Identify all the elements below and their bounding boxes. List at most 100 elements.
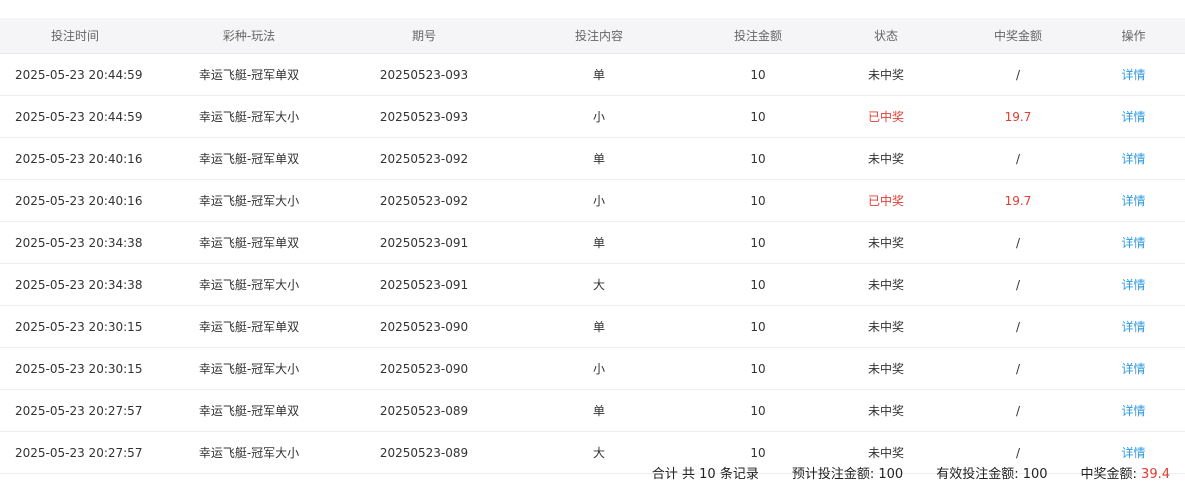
status: 未中奖 — [818, 389, 954, 432]
table-row: 2025-05-23 20:34:38 幸运飞艇-冠军大小 20250523-091… — [0, 263, 1185, 306]
bet-time: 2025-05-23 20:34:38 — [0, 263, 150, 306]
status: 未中奖 — [818, 263, 954, 306]
issue-number: 20250523-091 — [348, 221, 500, 264]
summary-bar: 合计 共 10 条记录 预计投注金额: 100 有效投注金额: 100 中奖金额… — [652, 463, 1170, 482]
game-play: 幸运飞艇-冠军单双 — [150, 53, 348, 96]
issue-number: 20250523-090 — [348, 305, 500, 348]
details-link[interactable]: 详情 — [1082, 263, 1185, 306]
bet-content: 单 — [500, 53, 698, 96]
bet-content: 小 — [500, 95, 698, 138]
game-play: 幸运飞艇-冠军大小 — [150, 263, 348, 306]
bet-amount: 10 — [698, 347, 818, 390]
header-game: 彩种-玩法 — [150, 18, 348, 54]
bet-content: 大 — [500, 263, 698, 306]
prize-amount: / — [954, 389, 1082, 432]
table-row: 2025-05-23 20:44:59 幸运飞艇-冠军单双 20250523-093… — [0, 53, 1185, 96]
game-play: 幸运飞艇-冠军大小 — [150, 95, 348, 138]
details-link[interactable]: 详情 — [1082, 95, 1185, 138]
prize-amount: / — [954, 263, 1082, 306]
prize-amount: / — [954, 347, 1082, 390]
bet-time: 2025-05-23 20:27:57 — [0, 389, 150, 432]
details-link[interactable]: 详情 — [1082, 53, 1185, 96]
status: 未中奖 — [818, 305, 954, 348]
bet-time: 2025-05-23 20:27:57 — [0, 431, 150, 474]
table-row: 2025-05-23 20:40:16 幸运飞艇-冠军大小 20250523-092… — [0, 179, 1185, 222]
issue-number: 20250523-091 — [348, 263, 500, 306]
prize-amount: / — [954, 137, 1082, 180]
table-row: 2025-05-23 20:30:15 幸运飞艇-冠军单双 20250523-090… — [0, 305, 1185, 348]
expected-amount: 预计投注金额: 100 — [792, 463, 903, 482]
game-play: 幸运飞艇-冠军大小 — [150, 347, 348, 390]
valid-amount-value: 100 — [1022, 467, 1048, 482]
table-row: 2025-05-23 20:34:38 幸运飞艇-冠军单双 20250523-091… — [0, 221, 1185, 264]
bet-content: 单 — [500, 389, 698, 432]
status: 已中奖 — [818, 95, 954, 138]
bet-content: 大 — [500, 431, 698, 474]
prize-amount: / — [954, 53, 1082, 96]
bet-amount: 10 — [698, 431, 818, 474]
table-row: 2025-05-23 20:44:59 幸运飞艇-冠军大小 20250523-093… — [0, 95, 1185, 138]
expected-amount-label: 预计投注金额: — [791, 467, 879, 482]
status: 未中奖 — [818, 347, 954, 390]
valid-amount: 有效投注金额: 100 — [936, 463, 1047, 482]
bet-content: 单 — [500, 305, 698, 348]
bet-amount: 10 — [698, 53, 818, 96]
bet-time: 2025-05-23 20:40:16 — [0, 137, 150, 180]
prize-amount-label: 中奖金额: — [1080, 467, 1142, 482]
header-content: 投注内容 — [500, 18, 698, 54]
game-play: 幸运飞艇-冠军大小 — [150, 179, 348, 222]
details-link[interactable]: 详情 — [1082, 347, 1185, 390]
details-link[interactable]: 详情 — [1082, 179, 1185, 222]
details-link[interactable]: 详情 — [1082, 305, 1185, 348]
prize-amount: 中奖金额: 39.4 — [1081, 463, 1170, 482]
details-link[interactable]: 详情 — [1082, 221, 1185, 264]
bet-content: 小 — [500, 347, 698, 390]
game-play: 幸运飞艇-冠军单双 — [150, 305, 348, 348]
bet-amount: 10 — [698, 95, 818, 138]
bet-time: 2025-05-23 20:44:59 — [0, 53, 150, 96]
issue-number: 20250523-090 — [348, 347, 500, 390]
game-play: 幸运飞艇-冠军单双 — [150, 221, 348, 264]
header-status: 状态 — [818, 18, 954, 54]
bet-amount: 10 — [698, 389, 818, 432]
status: 未中奖 — [818, 53, 954, 96]
table-row: 2025-05-23 20:27:57 幸运飞艇-冠军大小 20250523-089… — [0, 431, 1185, 474]
expected-amount-value: 100 — [878, 467, 904, 482]
table-row: 2025-05-23 20:40:16 幸运飞艇-冠军单双 20250523-092… — [0, 137, 1185, 180]
prize-amount-value: 39.4 — [1141, 467, 1170, 482]
bet-amount: 10 — [698, 305, 818, 348]
details-link[interactable]: 详情 — [1082, 389, 1185, 432]
game-play: 幸运飞艇-冠军大小 — [150, 431, 348, 474]
details-link[interactable]: 详情 — [1082, 431, 1185, 474]
bet-history-table: 投注时间 彩种-玩法 期号 投注内容 投注金额 状态 中奖金额 操作 2025-… — [0, 18, 1185, 474]
prize-amount: 19.7 — [954, 179, 1082, 222]
bet-amount: 10 — [698, 137, 818, 180]
status: 已中奖 — [818, 179, 954, 222]
total-records: 合计 共 10 条记录 — [651, 467, 759, 482]
header-action: 操作 — [1082, 18, 1185, 54]
prize-amount: / — [954, 221, 1082, 264]
details-link[interactable]: 详情 — [1082, 137, 1185, 180]
bet-time: 2025-05-23 20:40:16 — [0, 179, 150, 222]
header-bet-time: 投注时间 — [0, 18, 150, 54]
header-prize: 中奖金额 — [954, 18, 1082, 54]
table-row: 2025-05-23 20:30:15 幸运飞艇-冠军大小 20250523-090… — [0, 347, 1185, 390]
prize-amount: / — [954, 305, 1082, 348]
issue-number: 20250523-089 — [348, 431, 500, 474]
prize-amount: / — [954, 431, 1082, 474]
bet-content: 单 — [500, 221, 698, 264]
issue-number: 20250523-093 — [348, 53, 500, 96]
game-play: 幸运飞艇-冠军单双 — [150, 389, 348, 432]
game-play: 幸运飞艇-冠军单双 — [150, 137, 348, 180]
status: 未中奖 — [818, 137, 954, 180]
status: 未中奖 — [818, 431, 954, 474]
table-header: 投注时间 彩种-玩法 期号 投注内容 投注金额 状态 中奖金额 操作 — [0, 18, 1185, 54]
bet-time: 2025-05-23 20:44:59 — [0, 95, 150, 138]
issue-number: 20250523-093 — [348, 95, 500, 138]
bet-time: 2025-05-23 20:30:15 — [0, 305, 150, 348]
prize-amount: 19.7 — [954, 95, 1082, 138]
bet-time: 2025-05-23 20:34:38 — [0, 221, 150, 264]
valid-amount-label: 有效投注金额: — [936, 467, 1023, 482]
bet-amount: 10 — [698, 179, 818, 222]
bet-amount: 10 — [698, 221, 818, 264]
